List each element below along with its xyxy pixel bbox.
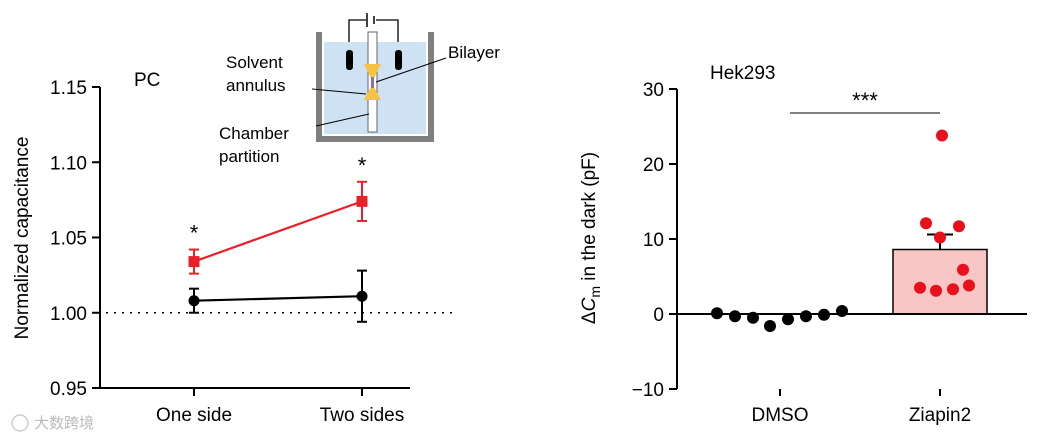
solvent-annulus [364,64,381,78]
electrode-icon [346,50,353,70]
right-y-axis-label: ΔCm in the dark (pF) [579,152,603,324]
data-point [920,217,932,230]
left-y-axis-label: Normalized capacitance [12,137,33,340]
data-point [930,284,942,297]
label-chamber: Chamber [219,124,289,143]
data-point-square [356,195,368,207]
right-chart: −10 0 10 20 30 DMSO Ziapin2 *** Hek293 ΔCm in… [579,63,1027,426]
ylabel-sub: m [587,286,603,298]
label-annulus: annulus [226,76,286,95]
bilayer [371,77,374,88]
left-y-tick-label: 1.15 [50,78,87,99]
data-point [836,305,848,317]
series-line [193,200,363,263]
data-point [957,263,969,276]
right-y-tick-label: 30 [643,80,664,101]
data-point-circle [356,290,368,302]
data-point [963,279,975,292]
data-point [934,231,946,244]
significance-star: * [190,221,199,246]
chamber-wall [316,32,434,142]
data-point-circle [188,295,200,307]
left-y-tick-label: 1.00 [50,304,87,325]
left-x-tick-label: One side [156,405,232,426]
data-point [711,307,723,320]
data-point [800,310,812,323]
data-point [818,308,830,321]
ylabel-rest: in the dark (pF) [579,152,600,286]
left-x-tick-label: Two sides [320,405,404,426]
label-partition: partition [219,147,279,166]
left-y-tick-label: 1.05 [50,229,87,250]
data-point [729,310,741,323]
left-chart: 0.95 1.00 1.05 1.10 1.15 One side Two sides *… [12,70,452,426]
series-line [193,295,363,302]
data-point [782,313,794,326]
data-point [936,129,948,142]
data-point [747,311,759,324]
label-bilayer: Bilayer [448,43,500,62]
wire-icon [348,19,399,52]
electrode-icon [395,50,402,70]
data-point [953,220,965,233]
significance-stars: *** [852,88,878,113]
right-x-tick-label: Ziapin2 [909,405,971,426]
right-y-tick-label: 20 [643,155,664,176]
left-y-tick-label: 1.10 [50,153,87,174]
right-y-tick-label: −10 [632,380,664,401]
pointer-line [375,57,447,83]
inset-schematic: Solvent annulus Bilayer Chamber partitio… [219,13,500,166]
left-y-tick-label: 0.95 [50,379,87,400]
pointer-line [311,88,367,95]
data-point-square [188,256,200,268]
solvent-annulus [364,87,381,100]
watermark-text: 大数跨境 [34,414,94,432]
watermark-logo-icon [11,414,29,432]
significance-star: * [358,153,367,178]
ylabel-delta: Δ [579,311,600,324]
right-x-tick-label: DMSO [752,405,809,426]
data-point [764,320,776,332]
right-y-tick-label: 10 [643,230,664,251]
right-panel-title: Hek293 [710,63,776,84]
label-solvent: Solvent [226,53,283,72]
left-panel-title: PC [134,70,160,91]
data-point [947,283,959,296]
right-y-tick-label: 0 [653,305,664,326]
data-point [914,281,926,294]
ylabel-symbol: C [579,297,600,311]
watermark: 大数跨境 [11,414,94,432]
pointer-line [315,113,370,127]
